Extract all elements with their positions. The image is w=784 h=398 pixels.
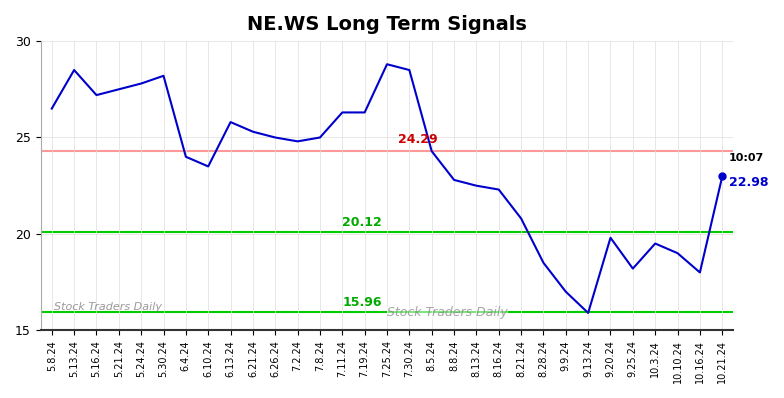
Text: Stock Traders Daily: Stock Traders Daily: [54, 302, 162, 312]
Title: NE.WS Long Term Signals: NE.WS Long Term Signals: [247, 15, 527, 34]
Text: Stock Traders Daily: Stock Traders Daily: [387, 306, 508, 320]
Text: 24.29: 24.29: [398, 133, 437, 146]
Text: 22.98: 22.98: [729, 176, 768, 189]
Text: 15.96: 15.96: [343, 296, 382, 309]
Text: 20.12: 20.12: [343, 216, 382, 229]
Text: 10:07: 10:07: [729, 153, 764, 163]
